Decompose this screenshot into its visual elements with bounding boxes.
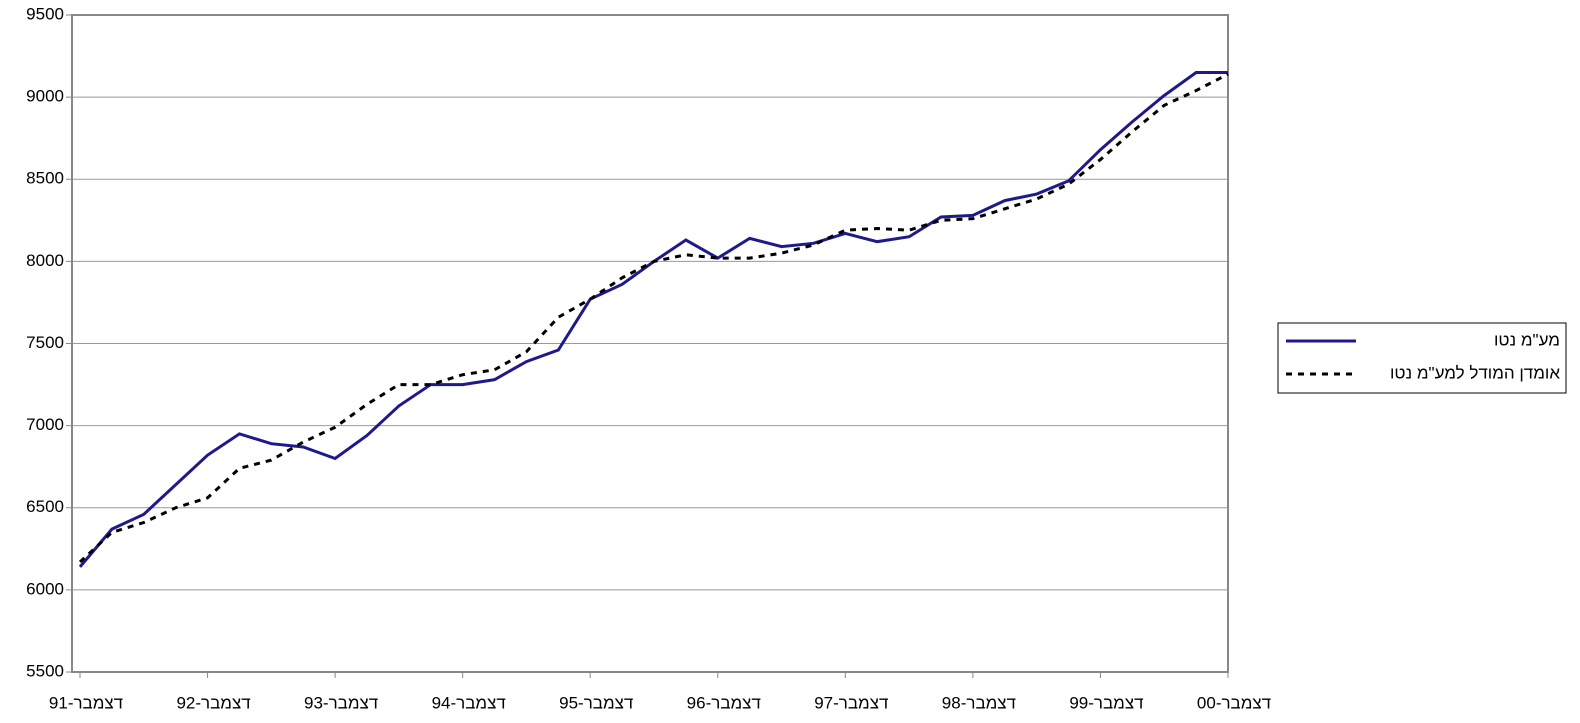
- x-tick-label: דצמבר-94: [432, 693, 506, 712]
- y-tick-label: 9500: [26, 4, 64, 23]
- series-line: [78, 72, 1229, 564]
- legend-label: אומדן המודל למע"מ נטו: [1390, 363, 1560, 382]
- y-tick-label: 5500: [26, 661, 64, 680]
- y-tick-label: 8000: [26, 251, 64, 270]
- x-tick-label: דצמבר-96: [687, 693, 761, 712]
- y-tick-label: 7500: [26, 333, 64, 352]
- y-tick-label: 6500: [26, 497, 64, 516]
- plot-border: [71, 14, 1229, 673]
- legend-label: מע"מ נטו: [1494, 330, 1560, 349]
- y-tick-label: 8500: [26, 169, 64, 188]
- x-tick-label: דצמבר-00: [1197, 693, 1271, 712]
- x-tick-label: דצמבר-91: [49, 693, 123, 712]
- x-tick-label: דצמבר-93: [304, 693, 378, 712]
- legend-box: [1277, 322, 1567, 394]
- y-tick-label: 6000: [26, 579, 64, 598]
- x-tick-label: דצמבר-98: [942, 693, 1016, 712]
- x-tick-label: דצמבר-92: [176, 693, 250, 712]
- y-tick-label: 7000: [26, 415, 64, 434]
- x-tick-label: דצמבר-97: [814, 693, 888, 712]
- x-tick-label: דצמבר-95: [559, 693, 633, 712]
- x-tick-label: דצמבר-99: [1069, 693, 1143, 712]
- series-line: [78, 70, 1228, 568]
- y-tick-label: 9000: [26, 87, 64, 106]
